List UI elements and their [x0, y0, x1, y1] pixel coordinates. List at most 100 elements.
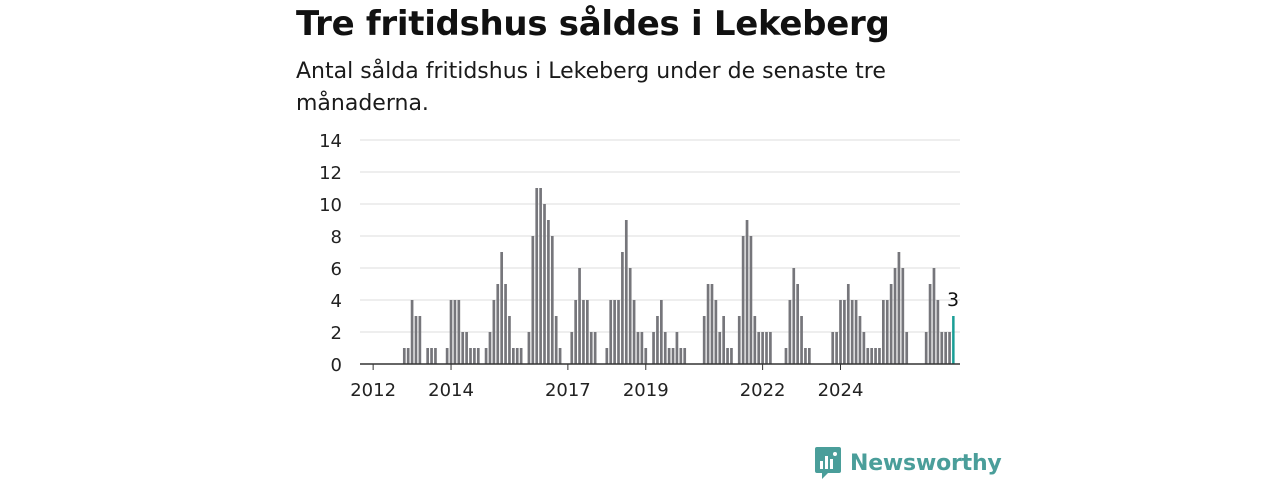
bar [788, 300, 792, 364]
y-tick-label: 8 [331, 227, 342, 248]
latest-value-label: 3 [947, 289, 959, 311]
bar [539, 188, 542, 364]
bar [679, 348, 683, 364]
bar [722, 316, 726, 364]
bar [457, 300, 461, 364]
x-axis: 2012 2014 2017 2019 2022 2024 [350, 364, 863, 401]
bar [410, 300, 414, 364]
bar [749, 236, 753, 364]
bar [706, 284, 710, 364]
bar [737, 316, 741, 364]
bar [418, 316, 422, 364]
y-tick-label: 12 [319, 163, 342, 184]
bar [609, 300, 613, 364]
bar [547, 220, 550, 364]
bar [663, 332, 667, 364]
bar [745, 220, 749, 364]
bar [885, 300, 889, 364]
annotations: 3 [947, 289, 959, 311]
bar [761, 332, 764, 364]
bar [741, 236, 745, 364]
bar [843, 300, 846, 364]
bar [449, 300, 453, 364]
bar [858, 316, 862, 364]
bar [515, 348, 519, 364]
x-tick-label: 2019 [623, 380, 669, 401]
bar [406, 348, 410, 364]
bar [866, 348, 870, 364]
bar [504, 284, 507, 364]
bar [535, 188, 539, 364]
bar [488, 332, 492, 364]
bar [901, 268, 905, 364]
bar [932, 268, 936, 364]
bar [484, 348, 488, 364]
bar [889, 284, 893, 364]
bar [593, 332, 597, 364]
bar [426, 348, 430, 364]
bar [589, 332, 593, 364]
bar [928, 284, 932, 364]
bar [893, 268, 897, 364]
x-tick-label: 2014 [428, 380, 474, 401]
x-tick-label: 2022 [740, 380, 786, 401]
bar [804, 348, 807, 364]
bar [940, 332, 944, 364]
bar [624, 220, 628, 364]
y-tick-label: 0 [331, 355, 342, 376]
bar [519, 348, 523, 364]
chart-subtitle: Antal sålda fritidshus i Lekeberg under … [296, 59, 886, 116]
bar [656, 316, 659, 364]
bar [667, 348, 671, 364]
bar [414, 316, 418, 364]
bar [496, 284, 500, 364]
y-tick-label: 10 [319, 195, 342, 216]
bar [434, 348, 437, 364]
bar [714, 300, 718, 364]
bar [854, 300, 858, 364]
bar [473, 348, 476, 364]
bar [531, 236, 535, 364]
bar [430, 348, 433, 364]
bar [753, 316, 757, 364]
y-tick-label: 6 [331, 259, 342, 280]
bar [582, 300, 585, 364]
bar [710, 284, 714, 364]
bar [862, 332, 866, 364]
bar [726, 348, 729, 364]
bar [671, 348, 675, 364]
brand-logo: Newsworthy [814, 446, 1002, 480]
bar [469, 348, 472, 364]
bar [702, 316, 706, 364]
bar [874, 348, 877, 364]
bar [769, 332, 772, 364]
bar [878, 348, 881, 364]
bar [574, 300, 578, 364]
bar [512, 348, 515, 364]
bar [640, 332, 644, 364]
bar [675, 332, 679, 364]
bar [944, 332, 948, 364]
bar [508, 316, 511, 364]
bar [453, 300, 457, 364]
bar [792, 268, 796, 364]
bar [897, 252, 901, 364]
bar [621, 252, 624, 364]
x-tick-label: 2017 [545, 380, 591, 401]
bar [757, 332, 761, 364]
bar [476, 348, 480, 364]
bar [652, 332, 655, 364]
bar [784, 348, 788, 364]
newsworthy-logo-icon [815, 447, 841, 479]
bar [527, 332, 531, 364]
bar [605, 348, 609, 364]
y-tick-label: 2 [331, 323, 342, 344]
bar [632, 300, 636, 364]
bar [831, 332, 835, 364]
bar [800, 316, 803, 364]
brand-name: Newsworthy [850, 450, 1002, 476]
bar [402, 348, 406, 364]
bar [628, 268, 632, 364]
chart-title: Tre fritidshus såldes i Lekeberg [296, 4, 890, 44]
bar [644, 348, 648, 364]
